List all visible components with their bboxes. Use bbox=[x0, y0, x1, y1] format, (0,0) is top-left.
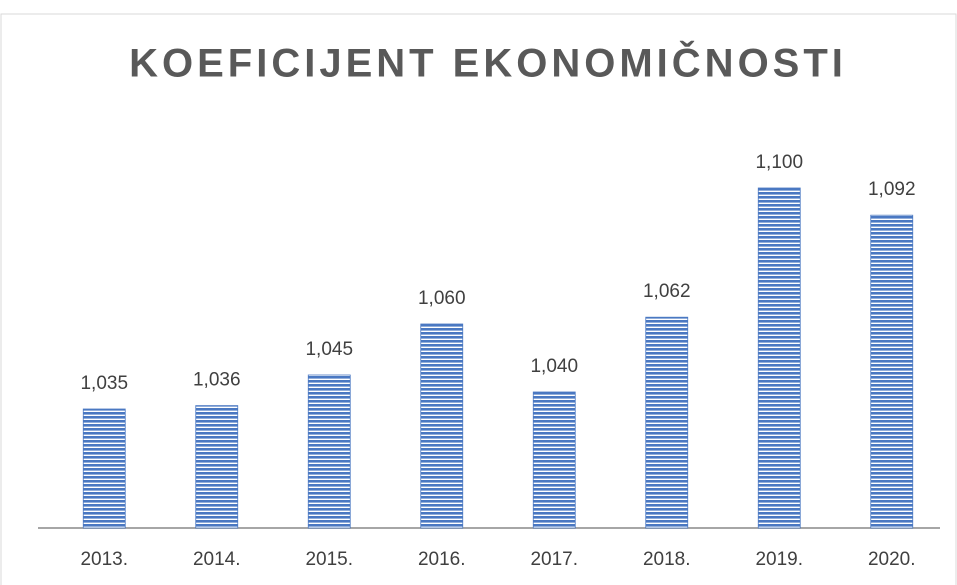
x-tick-label: 2015. bbox=[305, 549, 353, 570]
bar bbox=[532, 391, 576, 529]
x-tick-label: 2018. bbox=[643, 549, 691, 570]
chart-title: KOEFICIJENT EKONOMIČNOSTI bbox=[129, 40, 847, 86]
bar bbox=[195, 405, 239, 529]
data-label: 1,092 bbox=[868, 179, 916, 200]
x-tick-label: 2020. bbox=[868, 549, 916, 570]
bar bbox=[420, 323, 464, 529]
bar bbox=[307, 374, 351, 529]
x-tick-label: 2017. bbox=[530, 549, 578, 570]
data-label: 1,040 bbox=[530, 356, 578, 377]
data-label: 1,035 bbox=[80, 373, 128, 394]
bar bbox=[757, 187, 801, 529]
data-label: 1,036 bbox=[193, 370, 241, 391]
data-label: 1,060 bbox=[418, 288, 466, 309]
x-tick-label: 2019. bbox=[755, 549, 803, 570]
x-tick-label: 2013. bbox=[80, 549, 128, 570]
bar bbox=[870, 214, 914, 529]
bar bbox=[645, 316, 689, 529]
bar bbox=[82, 408, 126, 529]
data-label: 1,045 bbox=[305, 339, 353, 360]
x-tick-label: 2014. bbox=[193, 549, 241, 570]
data-label: 1,100 bbox=[755, 152, 803, 173]
x-tick-label: 2016. bbox=[418, 549, 466, 570]
data-label: 1,062 bbox=[643, 281, 691, 302]
chart-frame bbox=[0, 13, 957, 585]
